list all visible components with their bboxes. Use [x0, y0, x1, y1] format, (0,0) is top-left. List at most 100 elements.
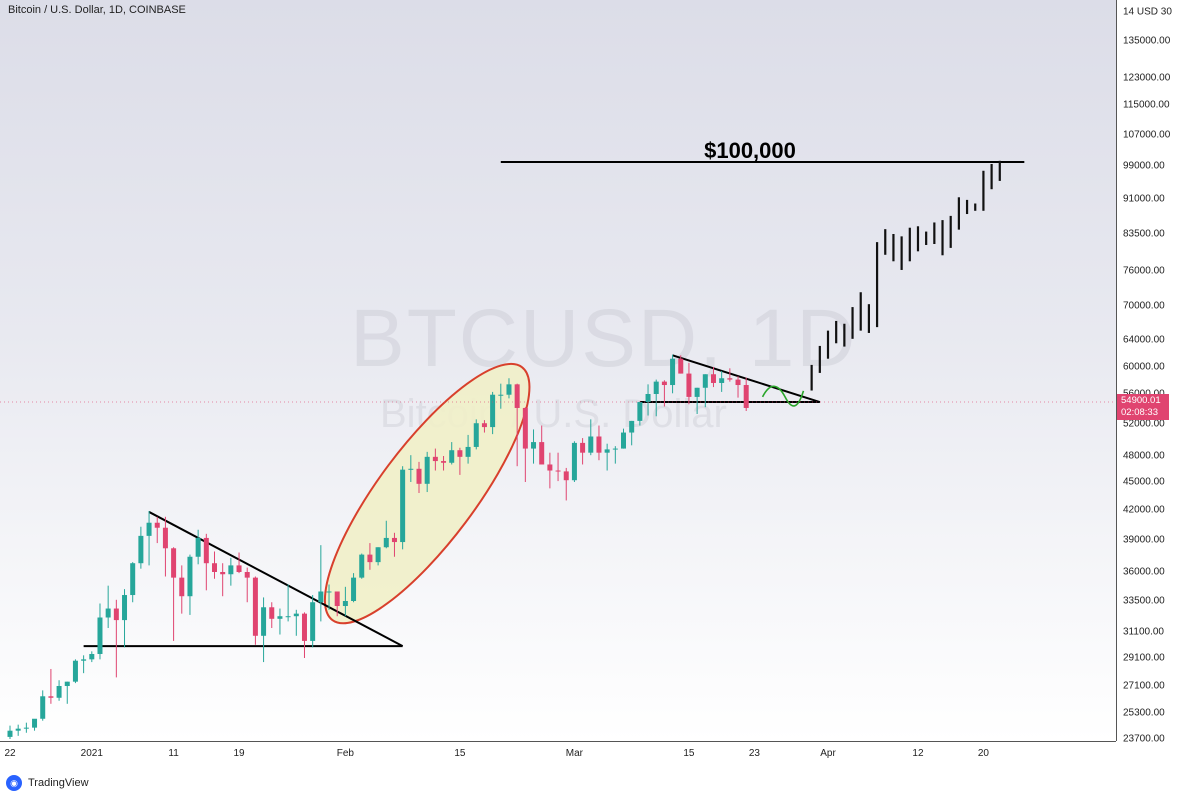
last-price-value: 54900.01: [1121, 395, 1161, 406]
candle-body: [563, 471, 569, 481]
y-tick-label: 76000.00: [1123, 265, 1165, 277]
candle-body: [342, 601, 348, 607]
candle-body: [212, 563, 217, 572]
candle-body: [154, 522, 160, 528]
candle-body: [678, 358, 684, 374]
candle-body: [146, 522, 152, 536]
y-tick-label: 29100.00: [1123, 652, 1165, 664]
candle-body: [375, 547, 381, 563]
candle-body: [64, 681, 70, 686]
y-tick-label: 48000.00: [1123, 450, 1165, 462]
candle-body: [743, 385, 749, 408]
candle-body: [588, 436, 594, 453]
footer: ◉ TradingView: [0, 769, 1200, 797]
candle-body: [269, 607, 275, 619]
candle-body: [498, 394, 504, 396]
candle-body: [15, 728, 21, 731]
candle-body: [351, 577, 357, 601]
candle-body: [383, 537, 389, 548]
candle-body: [604, 449, 610, 453]
candle-body: [571, 442, 577, 481]
candle-body: [686, 373, 692, 397]
candle-body: [138, 535, 144, 564]
candle-body: [236, 565, 242, 572]
candle-body: [408, 468, 414, 470]
candle-body: [7, 730, 13, 737]
candle-body: [416, 468, 422, 484]
candle-body: [334, 591, 340, 607]
candle-body: [514, 384, 520, 408]
candle-body: [310, 602, 316, 641]
watermark-symbol: BTCUSD, 1D: [350, 293, 858, 384]
candle-body: [522, 407, 528, 449]
y-tick-label: 64000.00: [1123, 334, 1165, 346]
candle-body: [130, 563, 136, 596]
candle-body: [727, 378, 733, 380]
candle-body: [555, 470, 561, 472]
candle-body: [702, 374, 708, 388]
candle-body: [220, 572, 226, 575]
plot-area[interactable]: Bitcoin / U.S. Dollar, 1D, COINBASE BTCU…: [0, 0, 1116, 741]
candle-body: [457, 450, 463, 457]
candlestick-chart: $100,000: [0, 138, 1116, 739]
x-tick-label: 20: [977, 748, 989, 759]
y-tick-label: 23700.00: [1123, 733, 1165, 745]
candle-body: [432, 456, 438, 462]
time-axis[interactable]: 22 2021 11 19 Feb 15 Mar 15 23 Apr 12 20: [0, 741, 1116, 770]
candle-body: [400, 469, 406, 543]
x-tick-label: 15: [454, 748, 466, 759]
candle-body: [441, 461, 447, 463]
candle-body: [56, 686, 62, 698]
tradingview-brand: TradingView: [28, 777, 89, 789]
candle-body: [89, 653, 95, 660]
candle-body: [473, 423, 479, 447]
candle-body: [645, 394, 651, 403]
x-tick-label: Mar: [565, 748, 584, 759]
candle-body: [326, 591, 332, 593]
tradingview-logo[interactable]: ◉ TradingView: [6, 775, 89, 791]
y-tick-label: 123000.00: [1123, 72, 1171, 84]
candle-body: [40, 696, 46, 719]
candle-body: [72, 660, 78, 682]
tradingview-icon: ◉: [6, 775, 22, 791]
y-tick-label: 39000.00: [1123, 534, 1165, 546]
candle-body: [637, 402, 643, 421]
candle-body: [670, 358, 676, 386]
x-tick-label: Apr: [820, 748, 836, 759]
candle-body: [171, 548, 177, 578]
candle-body: [244, 572, 250, 578]
candle-body: [506, 384, 512, 395]
candle-body: [531, 442, 537, 449]
candle-body: [97, 617, 103, 654]
candle-body: [228, 565, 234, 575]
bar-countdown: 02:08:33: [1121, 407, 1158, 418]
candle-body: [261, 607, 267, 636]
candle-body: [629, 420, 635, 433]
candle-body: [162, 527, 168, 549]
candle-body: [179, 577, 185, 597]
candle-body: [203, 537, 209, 564]
chart-title: Bitcoin / U.S. Dollar, 1D, COINBASE: [8, 4, 186, 16]
candle-body: [23, 727, 29, 729]
candle-body: [113, 608, 119, 621]
x-tick-label: 23: [748, 748, 760, 759]
candle-body: [187, 556, 193, 597]
candle-body: [285, 616, 291, 618]
y-tick-label: 107000.00: [1123, 129, 1171, 141]
y-tick-label: 52000.00: [1123, 418, 1165, 430]
candle-body: [277, 616, 283, 619]
y-tick-label: 25300.00: [1123, 707, 1165, 719]
candle-body: [122, 595, 128, 621]
candle-body: [318, 591, 324, 603]
candle-body: [32, 718, 38, 728]
y-tick-label: 31100.00: [1123, 626, 1164, 638]
price-axis[interactable]: 14 USD 30 135000.00 123000.00 115000.00 1070…: [1116, 0, 1200, 745]
candle-body: [252, 577, 258, 636]
y-tick-label: 99000.00: [1123, 160, 1165, 172]
target-label: $100,000: [704, 138, 796, 163]
x-tick-label: 19: [233, 748, 245, 759]
candle-body: [539, 442, 545, 465]
y-tick-label: 42000.00: [1123, 504, 1165, 516]
candle-body: [481, 423, 487, 428]
